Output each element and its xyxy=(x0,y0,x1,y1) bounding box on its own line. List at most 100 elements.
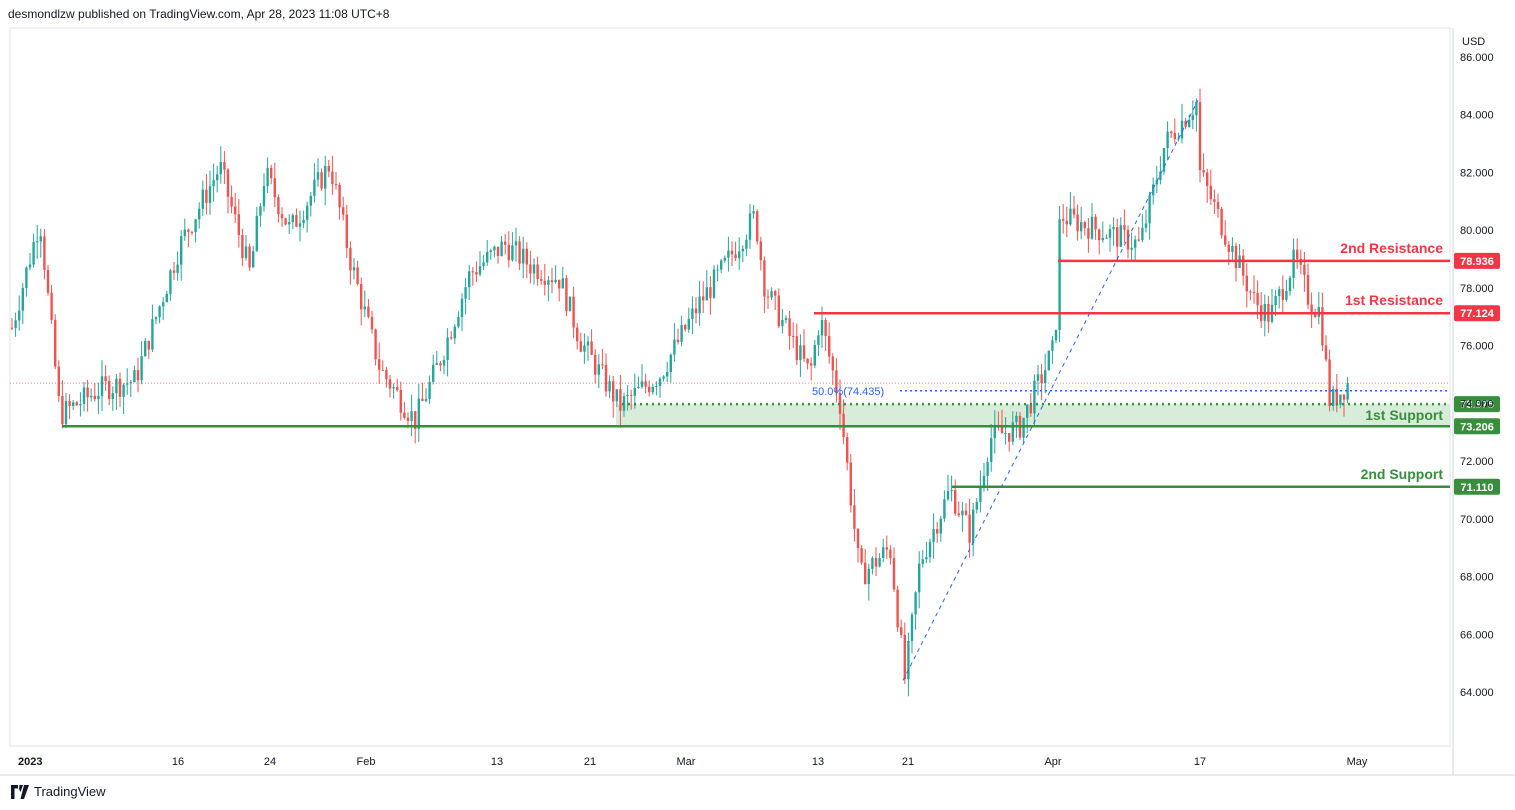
candle-body xyxy=(979,485,982,502)
candle xyxy=(1044,353,1047,394)
candle-body xyxy=(982,475,986,486)
candle-body xyxy=(727,250,730,258)
candle xyxy=(136,357,140,393)
candle-body xyxy=(950,490,953,492)
candle-body xyxy=(993,424,996,439)
candle xyxy=(162,297,165,321)
candle xyxy=(950,475,953,502)
candle xyxy=(270,164,273,185)
candle-body xyxy=(687,318,690,330)
candle-body xyxy=(1213,199,1216,202)
candle xyxy=(1173,118,1176,144)
candle xyxy=(500,236,503,257)
candle-body xyxy=(309,195,312,206)
candle xyxy=(864,548,867,585)
candle xyxy=(1263,294,1266,337)
candle-body xyxy=(1072,208,1076,215)
candle xyxy=(1191,100,1194,130)
candle xyxy=(345,205,348,258)
footer-brand: TradingView xyxy=(34,784,106,799)
candle xyxy=(1335,373,1338,413)
x-tick-label: May xyxy=(1347,756,1368,768)
candle xyxy=(428,375,431,405)
candle xyxy=(118,372,122,407)
candle-body xyxy=(1036,374,1040,381)
candle-body xyxy=(752,211,755,214)
candle-body xyxy=(543,280,546,285)
footer[interactable]: TradingView xyxy=(10,784,106,799)
candle-body xyxy=(1306,274,1310,305)
candle-body xyxy=(421,398,424,401)
candle-body xyxy=(943,499,946,519)
candle-body xyxy=(1202,170,1205,173)
level-price-label: 71.110 xyxy=(1460,482,1493,494)
candle-body xyxy=(720,260,723,270)
candle-body xyxy=(1058,219,1061,330)
candle xyxy=(612,375,615,418)
candle-body xyxy=(1324,345,1328,360)
candle xyxy=(1058,206,1061,342)
candle-body xyxy=(1339,394,1342,405)
candle-body xyxy=(360,283,363,310)
candle-body xyxy=(18,310,21,321)
candle-body xyxy=(100,376,104,396)
candle-body xyxy=(964,510,968,515)
currency-label: USD xyxy=(1462,36,1485,48)
candle xyxy=(792,322,795,349)
candle-body xyxy=(255,215,258,252)
candle xyxy=(194,218,197,243)
candle xyxy=(464,278,467,315)
candle xyxy=(111,386,114,411)
candle-body xyxy=(1108,229,1112,238)
x-tick-label: Mar xyxy=(677,756,696,768)
candle-body xyxy=(770,291,773,298)
candle-body xyxy=(414,411,417,429)
candle xyxy=(79,392,82,417)
candle-body xyxy=(295,215,298,227)
candle xyxy=(1040,364,1043,401)
candle-body xyxy=(1234,245,1238,269)
candle-body xyxy=(1224,235,1227,245)
candle xyxy=(140,341,143,385)
candle-body xyxy=(691,308,694,319)
candle xyxy=(342,196,345,221)
candle xyxy=(489,248,492,260)
candle-body xyxy=(640,381,644,387)
candle xyxy=(1202,153,1205,177)
candle xyxy=(673,323,676,362)
x-tick-label: 2023 xyxy=(18,756,42,768)
candle-body xyxy=(558,279,561,289)
candle-body xyxy=(986,461,989,476)
candle-body xyxy=(122,384,125,397)
candle xyxy=(1090,202,1094,240)
candle xyxy=(892,547,896,592)
candle-body xyxy=(576,327,579,342)
candle xyxy=(615,389,618,407)
candle-body xyxy=(302,219,305,224)
candle-body xyxy=(864,562,867,585)
candle xyxy=(658,376,662,398)
candle xyxy=(964,503,968,516)
candle xyxy=(853,489,856,542)
candle-body xyxy=(583,345,586,352)
candle xyxy=(1015,411,1018,438)
candle xyxy=(1281,275,1284,313)
candle xyxy=(957,501,960,518)
candle xyxy=(352,258,356,280)
candle xyxy=(619,374,622,428)
candle-body xyxy=(698,296,701,314)
candle-body xyxy=(961,510,964,516)
candle xyxy=(1231,237,1234,261)
candle-body xyxy=(1249,291,1252,293)
candle-body xyxy=(205,189,208,204)
candle-body xyxy=(658,378,662,386)
candle xyxy=(399,381,402,421)
candle xyxy=(338,182,341,220)
x-tick-label: 24 xyxy=(264,756,276,768)
candle xyxy=(1119,217,1122,247)
candle xyxy=(356,260,359,286)
candle-body xyxy=(342,207,345,215)
candle xyxy=(655,381,658,396)
candle-body xyxy=(590,341,593,355)
